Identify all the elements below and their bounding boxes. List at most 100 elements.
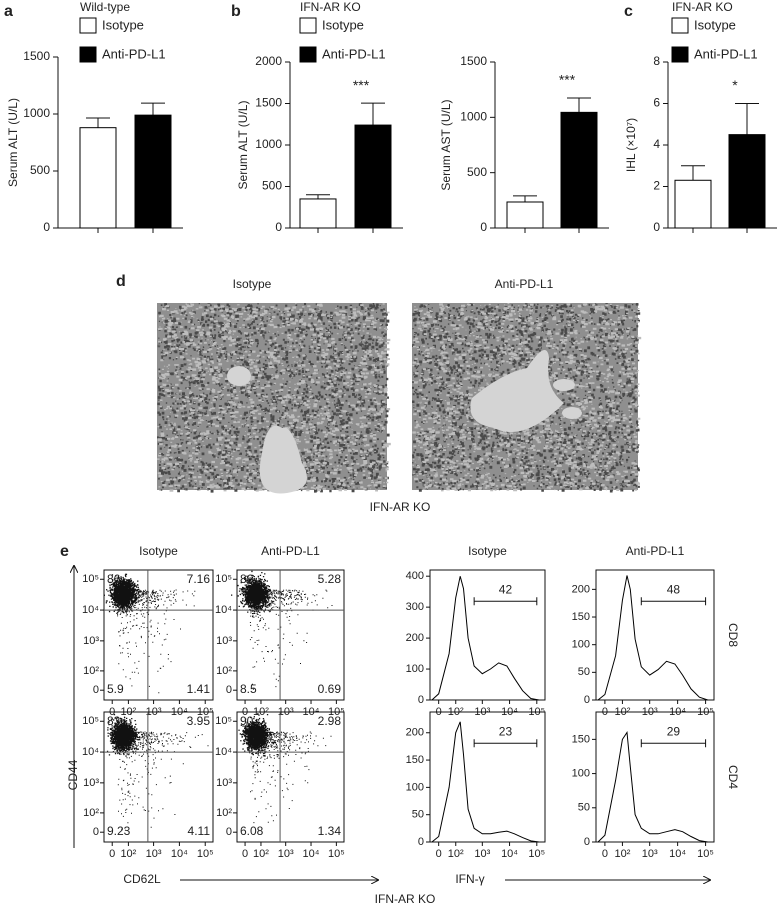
quadrant-percent: 86 — [240, 572, 254, 586]
gate-bracket — [640, 739, 707, 748]
quadrant-percent: 5.28 — [318, 572, 342, 586]
y-tick-label: 100 — [406, 663, 424, 675]
y-tick-label: 10³ — [216, 777, 232, 789]
y-tick-label: 500 — [30, 163, 50, 177]
gate-percent: 29 — [667, 724, 681, 738]
event-cloud — [238, 713, 332, 831]
plot-frame — [595, 711, 715, 843]
histology-image — [157, 303, 391, 494]
image-title: Isotype — [233, 277, 272, 291]
y-axis-label: IHL (×10⁷) — [624, 118, 638, 172]
y-tick-label: 500 — [467, 165, 487, 179]
y-tick-label: 10² — [216, 665, 232, 677]
panel-label: b — [231, 3, 241, 20]
row-label: CD4 — [726, 765, 740, 789]
plot-frame — [429, 569, 546, 701]
histogram-line — [597, 731, 708, 843]
y-tick-label: 8 — [653, 54, 660, 68]
y-tick-label: 10² — [83, 665, 99, 677]
legend-label: Isotype — [322, 17, 364, 32]
plot-frame — [103, 711, 214, 843]
y-tick-label: 100 — [406, 781, 424, 793]
legend-label: Isotype — [102, 17, 144, 32]
y-tick-label: 400 — [406, 570, 424, 582]
x-tick-label: 10⁴ — [669, 848, 686, 860]
x-tick-label: 10³ — [642, 848, 658, 860]
plot-frame — [236, 711, 345, 843]
x-tick-label: 10³ — [146, 848, 162, 860]
legend-swatch — [79, 46, 97, 63]
x-tick-label: 10⁴ — [171, 848, 188, 860]
y-tick-label: 10³ — [83, 635, 99, 647]
bar — [299, 198, 337, 229]
bar — [728, 134, 766, 229]
y-tick-label: 0 — [43, 220, 50, 234]
y-tick-label: 500 — [262, 179, 282, 193]
vessel — [227, 366, 251, 386]
legend-swatch — [671, 17, 689, 34]
quadrant-percent: 6.08 — [240, 824, 264, 838]
x-tick-label: 10² — [120, 848, 136, 860]
image-texture — [157, 303, 391, 492]
y-tick-label: 0 — [584, 836, 590, 848]
legend-swatch — [299, 46, 317, 63]
panel-label: e — [60, 543, 69, 560]
x-tick-label: 10⁴ — [303, 848, 320, 860]
y-axis-label: Serum ALT (U/L) — [6, 98, 20, 187]
x-tick-label: 10² — [448, 848, 464, 860]
y-tick-label: 4 — [653, 137, 660, 151]
quadrant-percent: 1.34 — [318, 824, 342, 838]
chart-title: Wild-type — [80, 0, 130, 14]
column-title: Isotype — [139, 544, 178, 558]
y-tick-label: 0 — [653, 220, 660, 234]
panel-label: c — [624, 3, 633, 20]
vessel — [562, 407, 582, 419]
event-cloud — [106, 713, 209, 831]
y-tick-label: 0 — [226, 826, 232, 838]
bar — [506, 201, 544, 229]
histogram-line — [431, 721, 540, 843]
y-tick-label: 2000 — [255, 54, 282, 68]
y-tick-label: 10⁴ — [215, 746, 232, 758]
chart-title: IFN-AR KO — [672, 0, 733, 14]
x-tick-label: 10⁵ — [697, 848, 714, 860]
gate-bracket — [473, 739, 538, 748]
bar — [354, 124, 392, 229]
y-tick-label: 1500 — [460, 54, 487, 68]
significance: *** — [559, 72, 576, 88]
y-tick-label: 0 — [275, 220, 282, 234]
quadrant-percent: 0.69 — [318, 682, 342, 696]
significance: * — [732, 77, 738, 93]
plot-frame — [236, 569, 345, 701]
y-tick-label: 0 — [418, 836, 424, 848]
legend-label: Anti-PD-L1 — [694, 46, 758, 61]
y-tick-label: 0 — [584, 694, 590, 706]
y-tick-label: 10⁴ — [215, 604, 232, 616]
quadrant-percent: 3.95 — [187, 714, 211, 728]
y-tick-label: 10³ — [216, 635, 232, 647]
x-tick-label: 0 — [109, 848, 115, 860]
axis-label: CD62L — [123, 872, 161, 886]
y-tick-label: 50 — [412, 809, 424, 821]
panel-label: d — [116, 273, 126, 290]
y-tick-label: 1500 — [255, 96, 282, 110]
legend-label: Anti-PD-L1 — [322, 46, 386, 61]
y-tick-label: 2 — [653, 179, 660, 193]
axis-label: IFN-γ — [455, 872, 484, 886]
y-tick-label: 10⁵ — [82, 573, 99, 585]
x-tick-label: 0 — [242, 848, 248, 860]
quadrant-percent: 7.16 — [187, 572, 211, 586]
gate-percent: 23 — [499, 724, 513, 738]
y-tick-label: 200 — [406, 727, 424, 739]
y-tick-label: 100 — [572, 767, 590, 779]
y-tick-label: 10⁴ — [82, 746, 99, 758]
y-tick-label: 0 — [226, 684, 232, 696]
row-label: CD8 — [726, 623, 740, 647]
y-tick-label: 10² — [83, 807, 99, 819]
vessel — [470, 350, 564, 433]
y-tick-label: 150 — [406, 754, 424, 766]
caption: IFN-AR KO — [375, 892, 436, 906]
x-tick-label: 10⁴ — [501, 848, 518, 860]
bar — [560, 111, 598, 229]
